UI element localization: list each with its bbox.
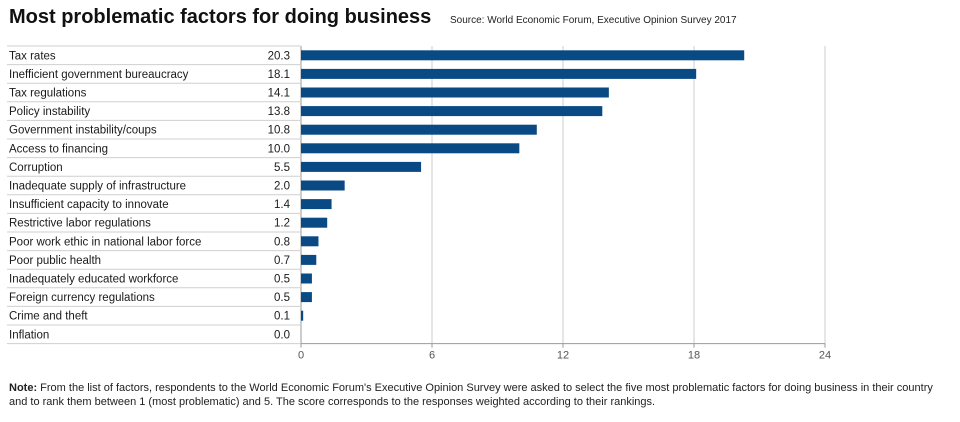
chart-title: Most problematic factors for doing busin… (9, 6, 432, 28)
bar (301, 87, 609, 98)
bar (301, 68, 697, 79)
value-label: 18.1 (268, 69, 290, 81)
bar (301, 106, 603, 117)
category-label: Restrictive labor regulations (9, 218, 151, 230)
footnote-label: Note: (9, 382, 38, 394)
bar (301, 199, 332, 210)
category-label: Access to financing (9, 143, 108, 155)
footnote-text: From the list of factors, respondents to… (9, 382, 933, 408)
value-label: 10.8 (268, 125, 290, 137)
value-label: 0.5 (274, 292, 290, 304)
x-tick-label: 0 (298, 350, 304, 362)
bar (301, 161, 422, 172)
footnote: Note: From the list of factors, responde… (9, 381, 954, 409)
value-label: 0.8 (274, 236, 290, 248)
bar (301, 310, 304, 321)
value-label: 0.5 (274, 274, 290, 286)
x-tick-label: 6 (429, 350, 435, 362)
category-label: Foreign currency regulations (9, 292, 155, 304)
x-tick-label: 12 (557, 350, 569, 362)
category-label: Tax regulations (9, 88, 87, 100)
category-label: Poor work ethic in national labor force (9, 236, 201, 248)
bar (301, 124, 537, 135)
value-label: 0.1 (274, 311, 290, 323)
value-label: 0.0 (274, 329, 290, 341)
bar (301, 236, 319, 247)
bar (301, 143, 520, 154)
category-label: Inflation (9, 329, 49, 341)
category-label: Crime and theft (9, 311, 88, 323)
value-label: 0.7 (274, 255, 290, 267)
value-label: 5.5 (274, 162, 290, 174)
bar-chart: Tax rates 20.3 Inefficient government bure… (7, 45, 831, 362)
bar (301, 254, 317, 265)
category-label: Inefficient government bureaucracy (9, 69, 189, 81)
category-label: Tax rates (9, 50, 56, 62)
value-label: 10.0 (268, 143, 290, 155)
category-label: Government instability/coups (9, 125, 157, 137)
value-label: 13.8 (268, 106, 290, 118)
bar (301, 292, 312, 303)
bar (301, 50, 745, 61)
value-label: 1.2 (274, 218, 290, 230)
value-label: 20.3 (268, 50, 290, 62)
source-caption: Source: World Economic Forum, Executive … (450, 15, 737, 26)
category-label: Corruption (9, 162, 63, 174)
x-tick-label: 18 (688, 350, 700, 362)
bar (301, 217, 328, 228)
bar (301, 273, 312, 284)
value-label: 2.0 (274, 181, 290, 193)
category-label: Insufficient capacity to innovate (9, 199, 169, 211)
value-label: 14.1 (268, 88, 290, 100)
category-label: Inadequate supply of infrastructure (9, 181, 186, 193)
category-label: Policy instability (9, 106, 90, 118)
category-label: Poor public health (9, 255, 101, 267)
value-label: 1.4 (274, 199, 291, 211)
x-tick-label: 24 (819, 350, 831, 362)
category-label: Inadequately educated workforce (9, 274, 178, 286)
bar (301, 180, 345, 191)
